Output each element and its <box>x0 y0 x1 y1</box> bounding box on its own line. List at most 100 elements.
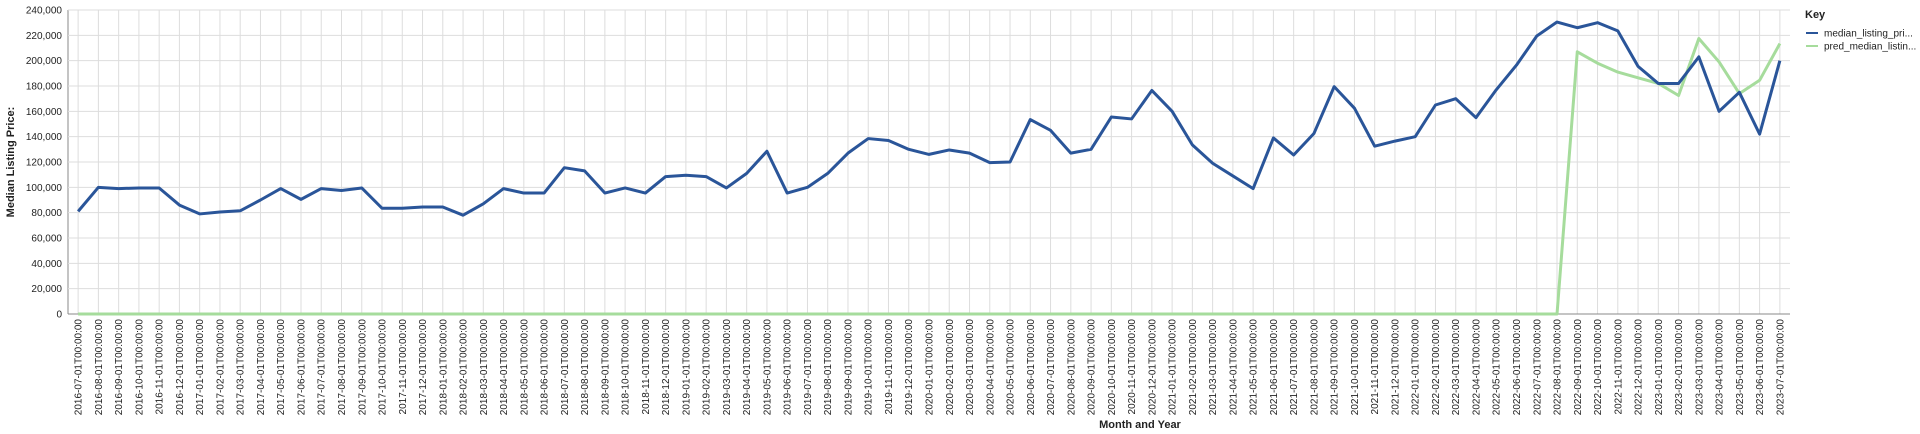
x-tick-label: 2020-11-01T00:00:00 <box>1127 319 1138 415</box>
x-tick-label: 2021-02-01T00:00:00 <box>1188 319 1199 416</box>
x-tick-label: 2018-03-01T00:00:00 <box>479 319 490 416</box>
x-tick-label: 2018-07-01T00:00:00 <box>560 319 571 416</box>
x-tick-label: 2019-07-01T00:00:00 <box>803 319 814 416</box>
x-tick-label: 2021-08-01T00:00:00 <box>1309 319 1320 416</box>
x-tick-label: 2017-04-01T00:00:00 <box>256 319 267 416</box>
x-tick-label: 2022-04-01T00:00:00 <box>1471 319 1482 416</box>
x-tick-label: 2022-06-01T00:00:00 <box>1512 319 1523 416</box>
legend-label: median_listing_pri... <box>1824 29 1913 40</box>
x-tick-label: 2020-09-01T00:00:00 <box>1087 319 1098 416</box>
x-tick-label: 2016-10-01T00:00:00 <box>134 319 145 416</box>
x-tick-label: 2020-01-01T00:00:00 <box>925 319 936 416</box>
x-tick-label: 2018-02-01T00:00:00 <box>459 319 470 416</box>
x-tick-label: 2018-08-01T00:00:00 <box>580 319 591 416</box>
x-tick-label: 2022-12-01T00:00:00 <box>1634 319 1645 416</box>
x-tick-label: 2019-01-01T00:00:00 <box>681 319 692 416</box>
y-tick-label: 220,000 <box>26 31 63 42</box>
y-tick-label: 0 <box>56 310 62 321</box>
x-tick-label: 2018-10-01T00:00:00 <box>621 319 632 416</box>
y-axis-title: Median Listing Price: <box>5 107 17 218</box>
x-tick-label: 2020-08-01T00:00:00 <box>1066 319 1077 416</box>
x-tick-label: 2018-09-01T00:00:00 <box>600 319 611 416</box>
x-tick-label: 2016-08-01T00:00:00 <box>94 319 105 416</box>
x-tick-label: 2017-12-01T00:00:00 <box>418 319 429 416</box>
x-tick-label: 2016-12-01T00:00:00 <box>175 319 186 416</box>
x-tick-label: 2022-07-01T00:00:00 <box>1532 319 1543 416</box>
x-tick-label: 2021-04-01T00:00:00 <box>1228 319 1239 416</box>
x-tick-label: 2017-05-01T00:00:00 <box>276 319 287 416</box>
x-tick-label: 2021-03-01T00:00:00 <box>1208 319 1219 416</box>
x-tick-label: 2017-06-01T00:00:00 <box>296 319 307 416</box>
x-tick-label: 2019-02-01T00:00:00 <box>702 319 713 416</box>
y-tick-label: 40,000 <box>31 259 62 270</box>
x-tick-label: 2016-07-01T00:00:00 <box>74 319 85 416</box>
x-tick-label: 2022-02-01T00:00:00 <box>1431 319 1442 416</box>
x-tick-label: 2018-11-01T00:00:00 <box>641 319 652 415</box>
x-axis-title: Month and Year <box>1099 419 1181 431</box>
x-tick-label: 2020-12-01T00:00:00 <box>1147 319 1158 416</box>
x-tick-label: 2016-11-01T00:00:00 <box>155 319 166 415</box>
x-tick-label: 2017-02-01T00:00:00 <box>215 319 226 416</box>
x-tick-label: 2016-09-01T00:00:00 <box>114 319 125 416</box>
x-tick-label: 2020-04-01T00:00:00 <box>985 319 996 416</box>
x-tick-label: 2020-02-01T00:00:00 <box>945 319 956 416</box>
x-tick-label: 2017-08-01T00:00:00 <box>337 319 348 416</box>
x-tick-label: 2019-12-01T00:00:00 <box>904 319 915 416</box>
y-tick-label: 180,000 <box>26 82 63 93</box>
x-tick-label: 2020-05-01T00:00:00 <box>1006 319 1017 416</box>
x-tick-label: 2021-06-01T00:00:00 <box>1269 319 1280 416</box>
y-tick-label: 200,000 <box>26 56 63 67</box>
x-tick-label: 2022-10-01T00:00:00 <box>1593 319 1604 416</box>
x-tick-label: 2019-10-01T00:00:00 <box>864 319 875 416</box>
series-line <box>76 20 1782 217</box>
x-tick-label: 2023-05-01T00:00:00 <box>1735 319 1746 416</box>
x-tick-label: 2022-09-01T00:00:00 <box>1573 319 1584 416</box>
x-tick-label: 2021-01-01T00:00:00 <box>1168 319 1179 416</box>
x-tick-label: 2018-12-01T00:00:00 <box>661 319 672 416</box>
y-tick-label: 240,000 <box>26 6 63 17</box>
x-tick-label: 2022-01-01T00:00:00 <box>1411 319 1422 416</box>
x-tick-label: 2019-11-01T00:00:00 <box>884 319 895 415</box>
x-tick-label: 2019-05-01T00:00:00 <box>762 319 773 416</box>
x-tick-label: 2020-10-01T00:00:00 <box>1107 319 1118 416</box>
x-tick-label: 2020-06-01T00:00:00 <box>1026 319 1037 416</box>
x-tick-label: 2021-07-01T00:00:00 <box>1289 319 1300 416</box>
x-tick-label: 2017-10-01T00:00:00 <box>378 319 389 416</box>
series-line <box>78 37 1782 316</box>
x-tick-label: 2019-09-01T00:00:00 <box>843 319 854 416</box>
x-tick-label: 2018-04-01T00:00:00 <box>499 319 510 416</box>
x-tick-label: 2020-07-01T00:00:00 <box>1046 319 1057 416</box>
legend-title: Key <box>1805 9 1826 21</box>
x-tick-label: 2017-03-01T00:00:00 <box>236 319 247 416</box>
x-tick-label: 2018-01-01T00:00:00 <box>438 319 449 416</box>
x-tick-label: 2017-09-01T00:00:00 <box>357 319 368 416</box>
x-tick-label: 2023-04-01T00:00:00 <box>1715 319 1726 416</box>
x-tick-label: 2017-01-01T00:00:00 <box>195 319 206 416</box>
x-tick-label: 2018-06-01T00:00:00 <box>540 319 551 416</box>
x-tick-label: 2021-11-01T00:00:00 <box>1370 319 1381 415</box>
x-tick-label: 2018-05-01T00:00:00 <box>519 319 530 416</box>
y-tick-label: 120,000 <box>26 158 63 169</box>
y-tick-label: 20,000 <box>31 284 62 295</box>
x-tick-label: 2020-03-01T00:00:00 <box>965 319 976 416</box>
x-tick-label: 2023-03-01T00:00:00 <box>1694 319 1705 416</box>
x-tick-label: 2022-05-01T00:00:00 <box>1492 319 1503 416</box>
x-tick-label: 2023-02-01T00:00:00 <box>1674 319 1685 416</box>
x-tick-label: 2021-12-01T00:00:00 <box>1390 319 1401 416</box>
x-tick-label: 2019-06-01T00:00:00 <box>783 319 794 416</box>
x-tick-label: 2019-08-01T00:00:00 <box>823 319 834 416</box>
y-tick-label: 160,000 <box>26 107 63 118</box>
x-tick-label: 2021-05-01T00:00:00 <box>1249 319 1260 416</box>
x-tick-label: 2023-07-01T00:00:00 <box>1775 319 1786 416</box>
x-tick-label: 2023-06-01T00:00:00 <box>1755 319 1766 416</box>
x-tick-label: 2022-11-01T00:00:00 <box>1613 319 1624 415</box>
x-tick-label: 2019-04-01T00:00:00 <box>742 319 753 416</box>
legend-label: pred_median_listin... <box>1824 42 1916 53</box>
y-tick-label: 140,000 <box>26 132 63 143</box>
x-tick-label: 2023-01-01T00:00:00 <box>1654 319 1665 416</box>
x-tick-label: 2017-11-01T00:00:00 <box>398 319 409 415</box>
x-tick-label: 2022-03-01T00:00:00 <box>1451 319 1462 416</box>
y-tick-label: 100,000 <box>26 183 63 194</box>
